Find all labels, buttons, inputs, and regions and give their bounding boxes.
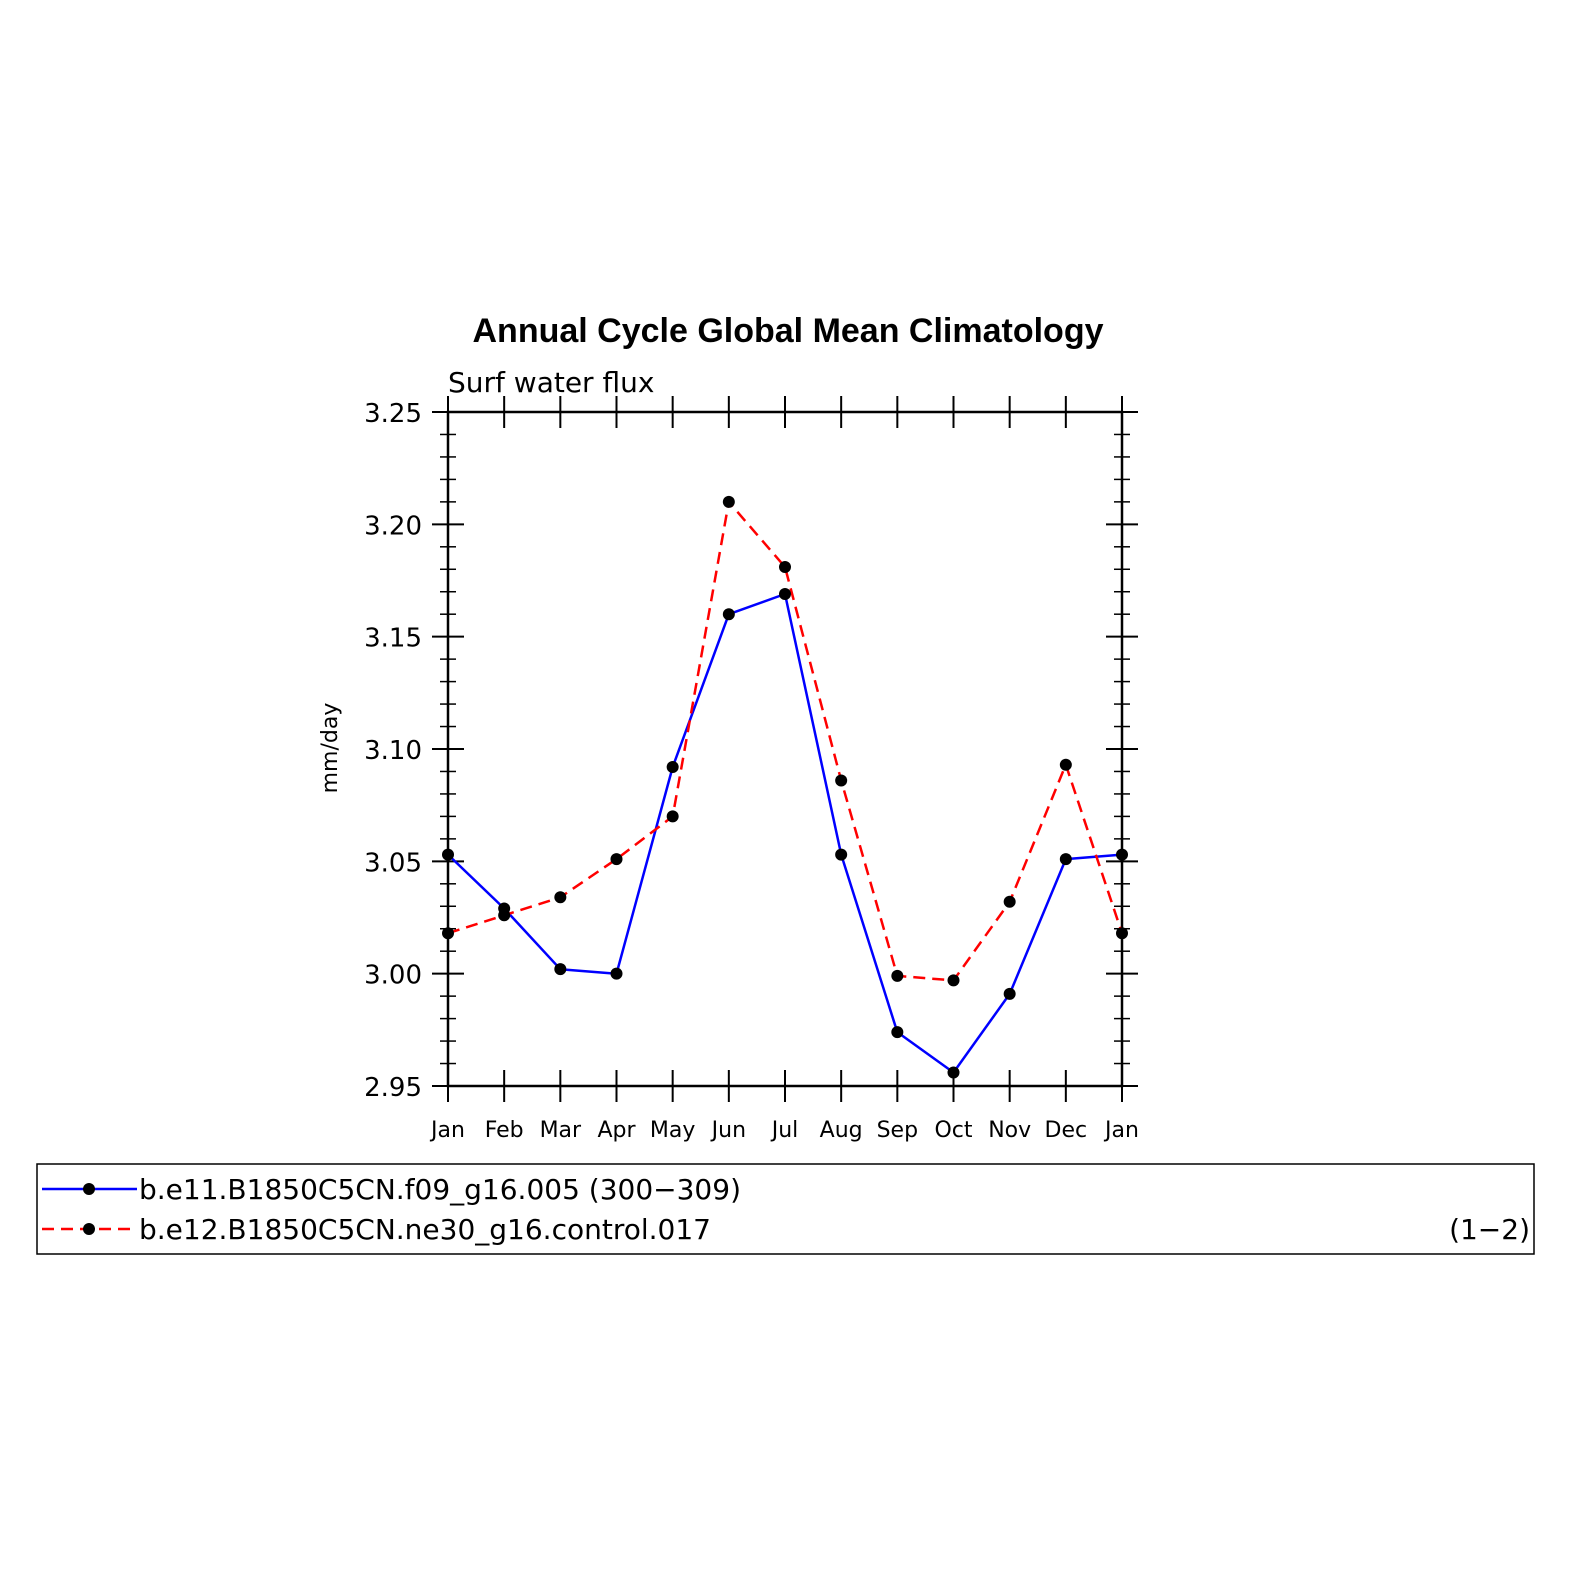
legend-marker-2 — [83, 1223, 95, 1235]
legend-box — [36, 1163, 1535, 1255]
x-tick-label: Jan — [1103, 1118, 1139, 1143]
plot-frame — [446, 410, 1124, 1088]
series-2-point — [610, 853, 623, 866]
x-tick-label: Jul — [770, 1118, 799, 1143]
y-tick-label: 3.10 — [364, 736, 422, 766]
series-1-point — [947, 1066, 960, 1079]
series-1-point — [1059, 853, 1072, 866]
series-2-point — [835, 774, 848, 787]
series-1-point — [1003, 987, 1016, 1000]
series-line-2 — [447, 500, 1124, 982]
y-tick-label: 3.05 — [364, 848, 422, 878]
x-tick-label: Jun — [710, 1118, 746, 1143]
y-tick-label: 3.15 — [364, 624, 422, 654]
series-1-point — [442, 848, 454, 861]
series-1-point — [666, 760, 679, 773]
plot-axes: 2.95 3.00 3.05 3.10 3.15 3.20 3.25 Jan Feb Mar Apr… — [364, 396, 1139, 1143]
chart-title: Annual Cycle Global Mean Climatology — [473, 312, 1104, 350]
legend-note: (1−2) — [1449, 1213, 1530, 1246]
legend-label-1: b.e11.B1850C5CN.f09_g16.005 (300−309) — [139, 1173, 741, 1206]
series-1-point — [1116, 848, 1128, 861]
series-2-point — [1116, 927, 1128, 940]
series-2-point — [1059, 758, 1072, 771]
series-1-point — [779, 587, 791, 600]
x-tick-label: Aug — [820, 1118, 863, 1143]
marker-layer — [442, 495, 1128, 1079]
series-2-point — [498, 909, 511, 922]
y-tick-label: 3.00 — [364, 961, 422, 991]
series-1-point — [722, 608, 735, 621]
series-2-point — [779, 561, 791, 574]
series-2-point — [1003, 895, 1016, 908]
x-tick-label: Jan — [429, 1118, 465, 1143]
series-2-point — [891, 969, 904, 982]
chart-subtitle: Surf water flux — [448, 366, 654, 399]
series-line-1 — [447, 592, 1123, 1074]
x-tick-label: Mar — [540, 1118, 582, 1143]
series-2-point — [722, 495, 735, 508]
legend-marker-1 — [83, 1183, 95, 1195]
series-layer — [447, 500, 1124, 1074]
y-axis-label: mm/day — [318, 703, 343, 794]
series-1-point — [891, 1026, 904, 1039]
series-1-point — [554, 963, 567, 976]
x-tick-label: May — [650, 1118, 695, 1143]
series-1-point — [610, 967, 623, 980]
y-tick-label: 2.95 — [364, 1073, 422, 1103]
series-2-point — [666, 810, 679, 823]
x-tick-label: Oct — [934, 1118, 972, 1143]
x-tick-label: Dec — [1045, 1118, 1088, 1143]
legend: b.e11.B1850C5CN.f09_g16.005 (300−309) b.e… — [42, 1173, 741, 1246]
x-tick-label: Nov — [988, 1118, 1031, 1143]
x-tick-label: Apr — [597, 1118, 636, 1143]
x-tick-label: Feb — [485, 1118, 524, 1143]
y-tick-label: 3.20 — [364, 511, 422, 541]
series-2-point — [554, 891, 567, 904]
x-tick-label: Sep — [877, 1118, 918, 1143]
legend-label-2: b.e12.B1850C5CN.ne30_g16.control.017 — [139, 1213, 711, 1246]
y-tick-label: 3.25 — [364, 399, 422, 429]
series-2-point — [947, 974, 960, 987]
series-2-point — [442, 927, 454, 940]
series-1-point — [835, 848, 848, 861]
